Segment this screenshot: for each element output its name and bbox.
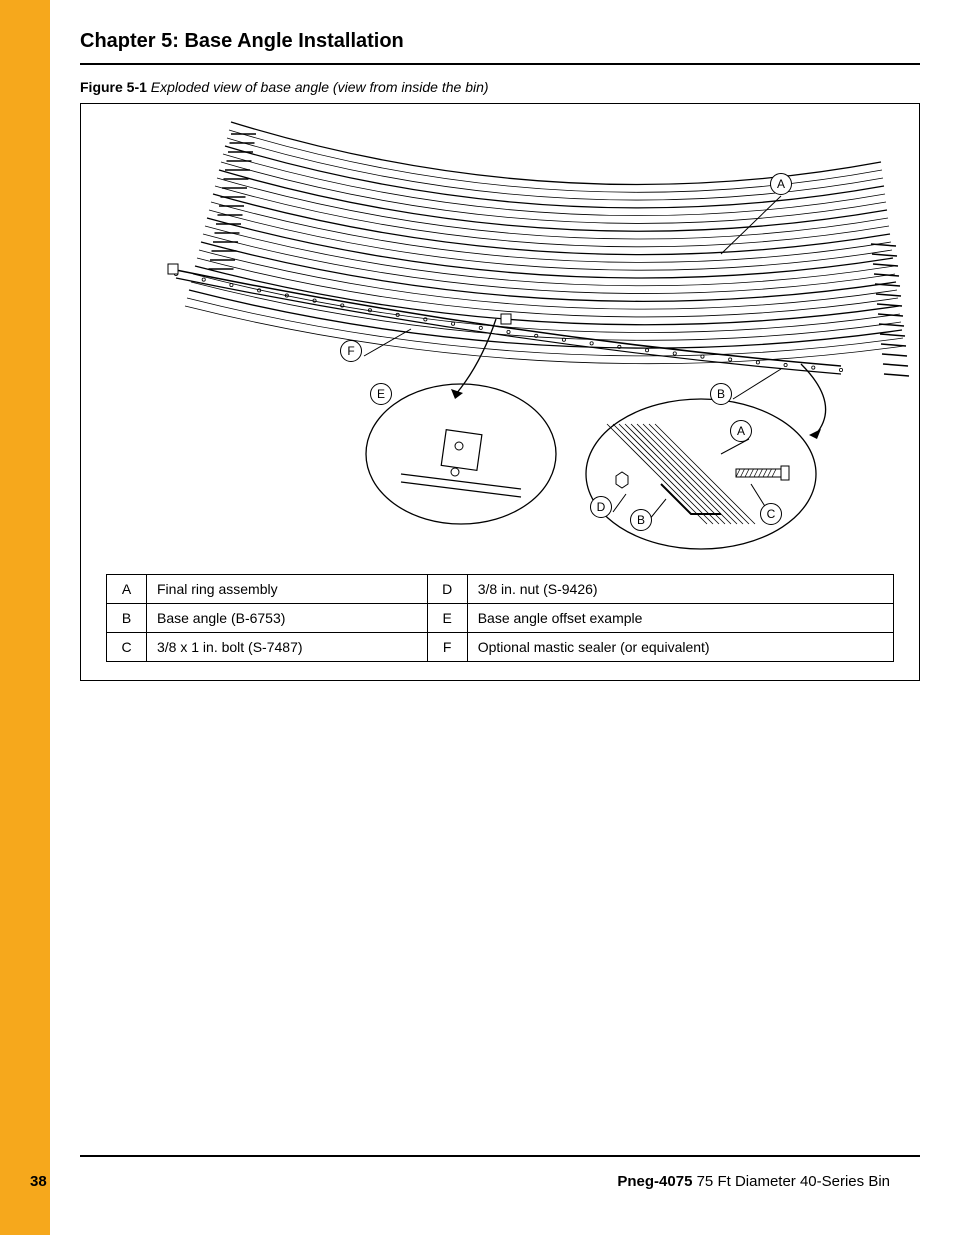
footer-rule xyxy=(80,1155,920,1157)
diagram-svg xyxy=(81,104,919,564)
figure-label: Figure 5-1 xyxy=(80,79,147,95)
figure-caption: Figure 5-1 Exploded view of base angle (… xyxy=(80,79,920,95)
legend-key: E xyxy=(427,604,467,633)
legend-table: AFinal ring assemblyD3/8 in. nut (S-9426… xyxy=(106,574,894,662)
callout-a: A xyxy=(770,173,792,195)
legend-key: D xyxy=(427,575,467,604)
legend-key: B xyxy=(107,604,147,633)
callout-c: C xyxy=(760,503,782,525)
page-number: 38 xyxy=(30,1173,47,1190)
left-accent-bar xyxy=(0,0,50,1235)
legend-desc: Optional mastic sealer (or equivalent) xyxy=(467,633,893,662)
callout-f: F xyxy=(340,340,362,362)
doc-desc: 75 Ft Diameter 40-Series Bin xyxy=(692,1173,890,1190)
legend-row: C3/8 x 1 in. bolt (S-7487)FOptional mast… xyxy=(107,633,894,662)
page-content: Chapter 5: Base Angle Installation Figur… xyxy=(80,30,920,681)
page-footer: 38 Pneg-4075 75 Ft Diameter 40-Series Bi… xyxy=(0,1173,920,1190)
legend-desc: 3/8 in. nut (S-9426) xyxy=(467,575,893,604)
doc-id: Pneg-4075 xyxy=(617,1173,692,1190)
legend-row: BBase angle (B-6753)EBase angle offset e… xyxy=(107,604,894,633)
figure-box: AFEBADBC AFinal ring assemblyD3/8 in. nu… xyxy=(80,103,920,681)
chapter-title: Chapter 5: Base Angle Installation xyxy=(80,30,920,65)
legend-key: F xyxy=(427,633,467,662)
legend-desc: Final ring assembly xyxy=(147,575,428,604)
callout-d: D xyxy=(590,496,612,518)
legend-desc: 3/8 x 1 in. bolt (S-7487) xyxy=(147,633,428,662)
legend-desc: Base angle (B-6753) xyxy=(147,604,428,633)
legend-desc: Base angle offset example xyxy=(467,604,893,633)
footer-doc-text: Pneg-4075 75 Ft Diameter 40-Series Bin xyxy=(617,1173,890,1190)
callout-a: A xyxy=(730,420,752,442)
callout-b: B xyxy=(630,509,652,531)
exploded-view-diagram: AFEBADBC xyxy=(81,104,919,564)
figure-description: Exploded view of base angle (view from i… xyxy=(151,79,489,95)
legend-key: A xyxy=(107,575,147,604)
callout-b: B xyxy=(710,383,732,405)
legend-row: AFinal ring assemblyD3/8 in. nut (S-9426… xyxy=(107,575,894,604)
callout-e: E xyxy=(370,383,392,405)
legend-key: C xyxy=(107,633,147,662)
